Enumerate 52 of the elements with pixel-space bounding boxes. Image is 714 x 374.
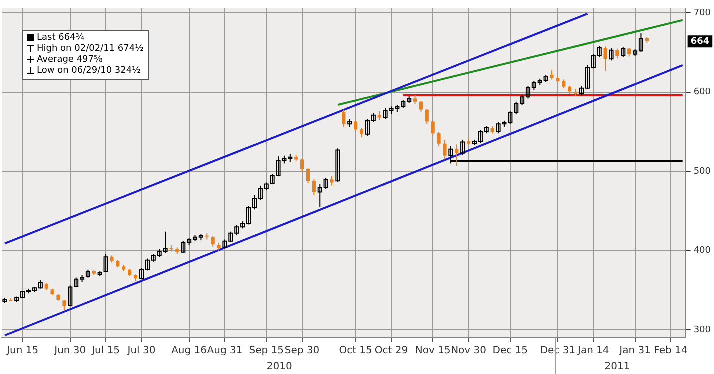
- text: 2011: [604, 362, 630, 373]
- candlestick: [104, 254, 108, 273]
- x-tick-label: Oct 15: [339, 346, 372, 357]
- candlestick: [330, 176, 334, 186]
- candlestick: [354, 120, 358, 132]
- x-tick-label: Jul 30: [126, 346, 156, 357]
- candlestick: [443, 139, 447, 160]
- x-tick-label: Jul 15: [91, 346, 120, 357]
- text: 2010: [266, 362, 292, 373]
- y-tick-label: 600: [694, 88, 712, 98]
- annotation: Average 497⅝: [37, 55, 103, 65]
- x-tick-label: Nov 30: [451, 346, 486, 357]
- x-tick-label: Oct 29: [374, 346, 408, 357]
- candlestick: [604, 46, 608, 72]
- x-tick-label: Jan 14: [576, 346, 610, 357]
- candlestick: [300, 158, 304, 172]
- annotation: Last 664¾: [37, 33, 85, 43]
- y-tick-label: 400: [694, 246, 712, 256]
- candlestick: [419, 100, 423, 113]
- candlestick: [455, 144, 459, 167]
- annotation: 664: [690, 37, 710, 48]
- y-tick-label: 300: [694, 325, 712, 336]
- candlestick: [621, 46, 626, 58]
- x-tick-label: Sep 30: [284, 346, 320, 357]
- candlestick: [211, 236, 215, 248]
- candlestick: [342, 109, 346, 128]
- candlestick: [609, 48, 614, 62]
- x-tick-label: Jun 15: [6, 346, 39, 357]
- x-tick-label: Aug 31: [207, 346, 243, 357]
- candlestick: [460, 139, 466, 156]
- x-tick-label: Nov 15: [415, 346, 451, 357]
- annotation: Low on 06/29/10 324½: [37, 66, 141, 76]
- candlestick: [616, 48, 620, 59]
- candlestick: [336, 148, 340, 182]
- x-tick-label: Jan 31: [618, 346, 651, 357]
- candlestick: [425, 108, 429, 125]
- x-tick-label: Aug 16: [172, 346, 208, 357]
- candlestick: [62, 299, 66, 312]
- x-tick-label: Jun 30: [54, 346, 86, 357]
- candlestick: [312, 179, 316, 196]
- x-tick-label: Feb 14: [654, 346, 688, 357]
- y-tick-label: 700: [694, 8, 712, 18]
- x-tick-label: Dec 15: [492, 346, 528, 357]
- candlestick: [431, 120, 435, 136]
- candlestick: [437, 132, 441, 147]
- candlestick: [550, 70, 554, 80]
- candlestick: [360, 128, 364, 138]
- annotation: High on 02/02/11 674½: [37, 44, 144, 54]
- candlestick: [68, 285, 73, 307]
- candlestick: [306, 168, 310, 184]
- y-tick-label: 500: [694, 166, 712, 177]
- x-tick-label: Sep 15: [249, 346, 284, 357]
